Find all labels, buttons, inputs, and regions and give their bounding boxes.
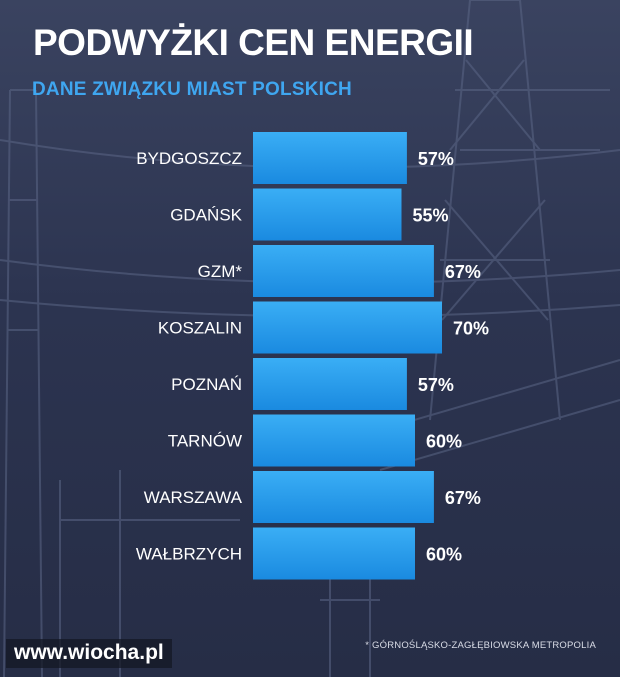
category-label: BYDGOSZCZ	[136, 149, 242, 168]
category-label: KOSZALIN	[158, 319, 242, 338]
value-label: 67%	[445, 262, 481, 282]
value-label: 70%	[453, 319, 489, 339]
value-label: 60%	[426, 545, 462, 565]
value-label: 60%	[426, 432, 462, 452]
bar	[253, 132, 407, 184]
chart-title: PODWYŻKI CEN ENERGII	[33, 22, 474, 63]
chart-subtitle: DANE ZWIĄZKU MIAST POLSKICH	[32, 79, 352, 100]
category-label: GDAŃSK	[170, 206, 242, 225]
value-label: 57%	[418, 149, 454, 169]
watermark: www.wiocha.pl	[6, 639, 172, 668]
value-label: 67%	[445, 488, 481, 508]
bar	[253, 301, 442, 354]
category-label: WARSZAWA	[144, 488, 243, 507]
bar	[253, 414, 415, 467]
bar	[253, 245, 434, 297]
bar	[253, 527, 415, 580]
bar	[253, 471, 434, 523]
category-label: WAŁBRZYCH	[136, 545, 242, 564]
bar	[253, 188, 402, 241]
value-label: 55%	[413, 206, 449, 226]
value-label: 57%	[418, 375, 454, 395]
footnote: * GÓRNOŚLĄSKO-ZAGŁĘBIOWSKA METROPOLIA	[365, 640, 596, 651]
category-label: TARNÓW	[168, 432, 242, 451]
category-label: GZM*	[198, 262, 243, 281]
category-label: POZNAŃ	[171, 375, 242, 394]
bar	[253, 358, 407, 410]
